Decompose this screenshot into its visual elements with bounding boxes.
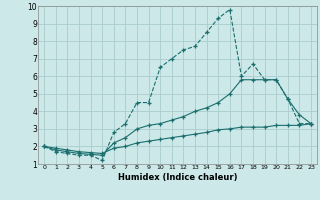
X-axis label: Humidex (Indice chaleur): Humidex (Indice chaleur) bbox=[118, 173, 237, 182]
